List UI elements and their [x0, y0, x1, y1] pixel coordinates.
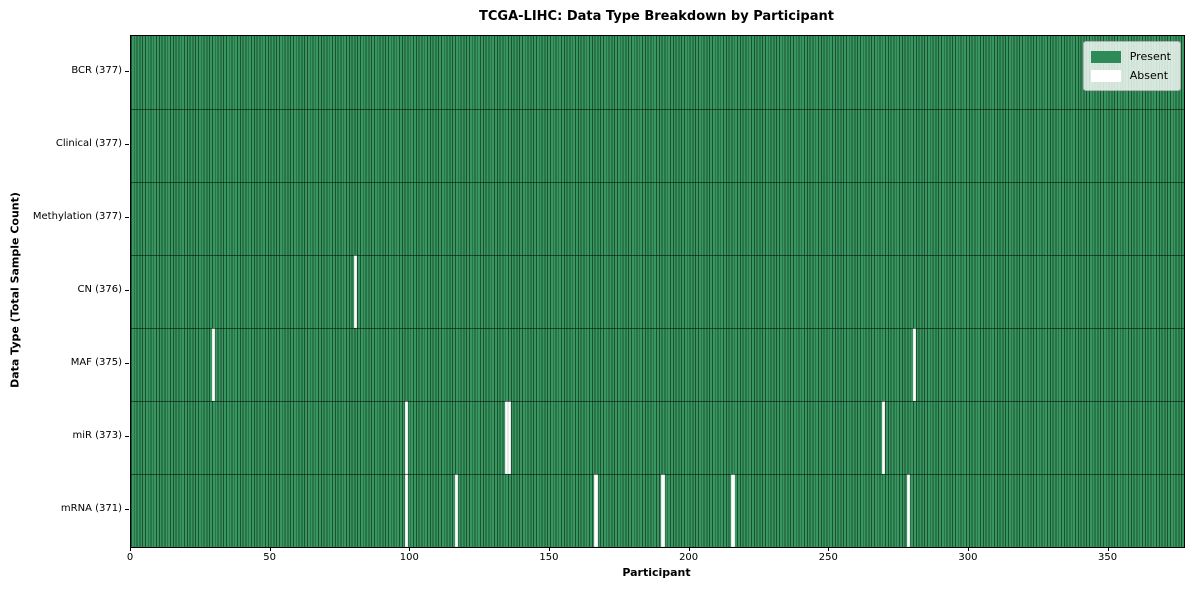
absent-cell-mRNA-190	[661, 474, 665, 547]
legend-item-present: Present	[1090, 50, 1171, 63]
y-tick-label-mRNA: mRNA (371)	[60, 503, 122, 514]
y-tick-label-Clinical: Clinical (377)	[55, 138, 122, 149]
row-boundary-line	[131, 327, 1184, 329]
y-tick-label-MAF: MAF (375)	[70, 357, 122, 368]
x-tick	[548, 547, 550, 551]
absent-cell-mRNA-166	[594, 474, 598, 547]
absent-swatch	[1090, 69, 1121, 82]
absent-cell-miR-269	[882, 401, 886, 474]
legend: Present Absent	[1082, 41, 1181, 91]
x-tick	[130, 547, 131, 551]
y-tick	[125, 363, 129, 364]
absent-cell-MAF-29	[211, 328, 215, 401]
chart-title: TCGA-LIHC: Data Type Breakdown by Partic…	[479, 9, 834, 24]
x-tick	[1107, 547, 1109, 551]
row-boundary-line	[131, 181, 1184, 183]
legend-present-label: Present	[1129, 50, 1171, 63]
absent-cell-miR-98	[404, 401, 408, 474]
y-tick	[125, 71, 129, 72]
y-tick	[125, 290, 129, 291]
x-tick-label-300: 300	[958, 552, 978, 563]
row-boundary-line	[131, 400, 1184, 402]
y-tick-label-miR: miR (373)	[72, 430, 122, 441]
absent-cell-mRNA-98	[404, 474, 408, 547]
y-tick	[125, 144, 129, 145]
x-tick	[828, 547, 830, 551]
absent-cell-miR-135	[507, 401, 512, 474]
x-axis-label: Participant	[622, 566, 691, 579]
legend-item-absent: Absent	[1090, 69, 1171, 82]
row-boundary-line	[131, 254, 1184, 256]
legend-absent-label: Absent	[1129, 69, 1169, 82]
y-tick	[125, 217, 129, 218]
absent-cell-mRNA-278	[907, 474, 911, 547]
absent-cell-mRNA-116	[454, 474, 458, 547]
x-tick	[269, 547, 271, 551]
absent-cell-MAF-280	[912, 328, 917, 401]
x-tick	[409, 547, 411, 551]
row-boundary-line	[131, 473, 1184, 475]
x-tick-label-150: 150	[539, 552, 559, 563]
x-tick	[688, 547, 690, 551]
x-tick-label-0: 0	[126, 552, 134, 563]
y-tick-label-BCR: BCR (377)	[71, 65, 122, 76]
y-tick-label-CN: CN (376)	[77, 284, 122, 295]
y-tick	[125, 436, 129, 437]
x-tick-label-50: 50	[263, 552, 276, 563]
present-swatch	[1090, 50, 1121, 63]
x-tick	[967, 547, 969, 551]
x-tick-label-350: 350	[1098, 552, 1118, 563]
x-tick-label-250: 250	[818, 552, 838, 563]
x-tick-label-100: 100	[399, 552, 419, 563]
absent-cell-miR-134	[505, 401, 509, 474]
row-boundary-line	[131, 108, 1184, 110]
x-tick-label-200: 200	[679, 552, 699, 563]
plot-area: Present Absent	[130, 35, 1185, 548]
y-tick	[125, 509, 129, 510]
y-tick-label-Methylation: Methylation (377)	[32, 211, 122, 222]
absent-cell-CN-80	[354, 255, 358, 328]
absent-cell-mRNA-215	[731, 474, 735, 547]
